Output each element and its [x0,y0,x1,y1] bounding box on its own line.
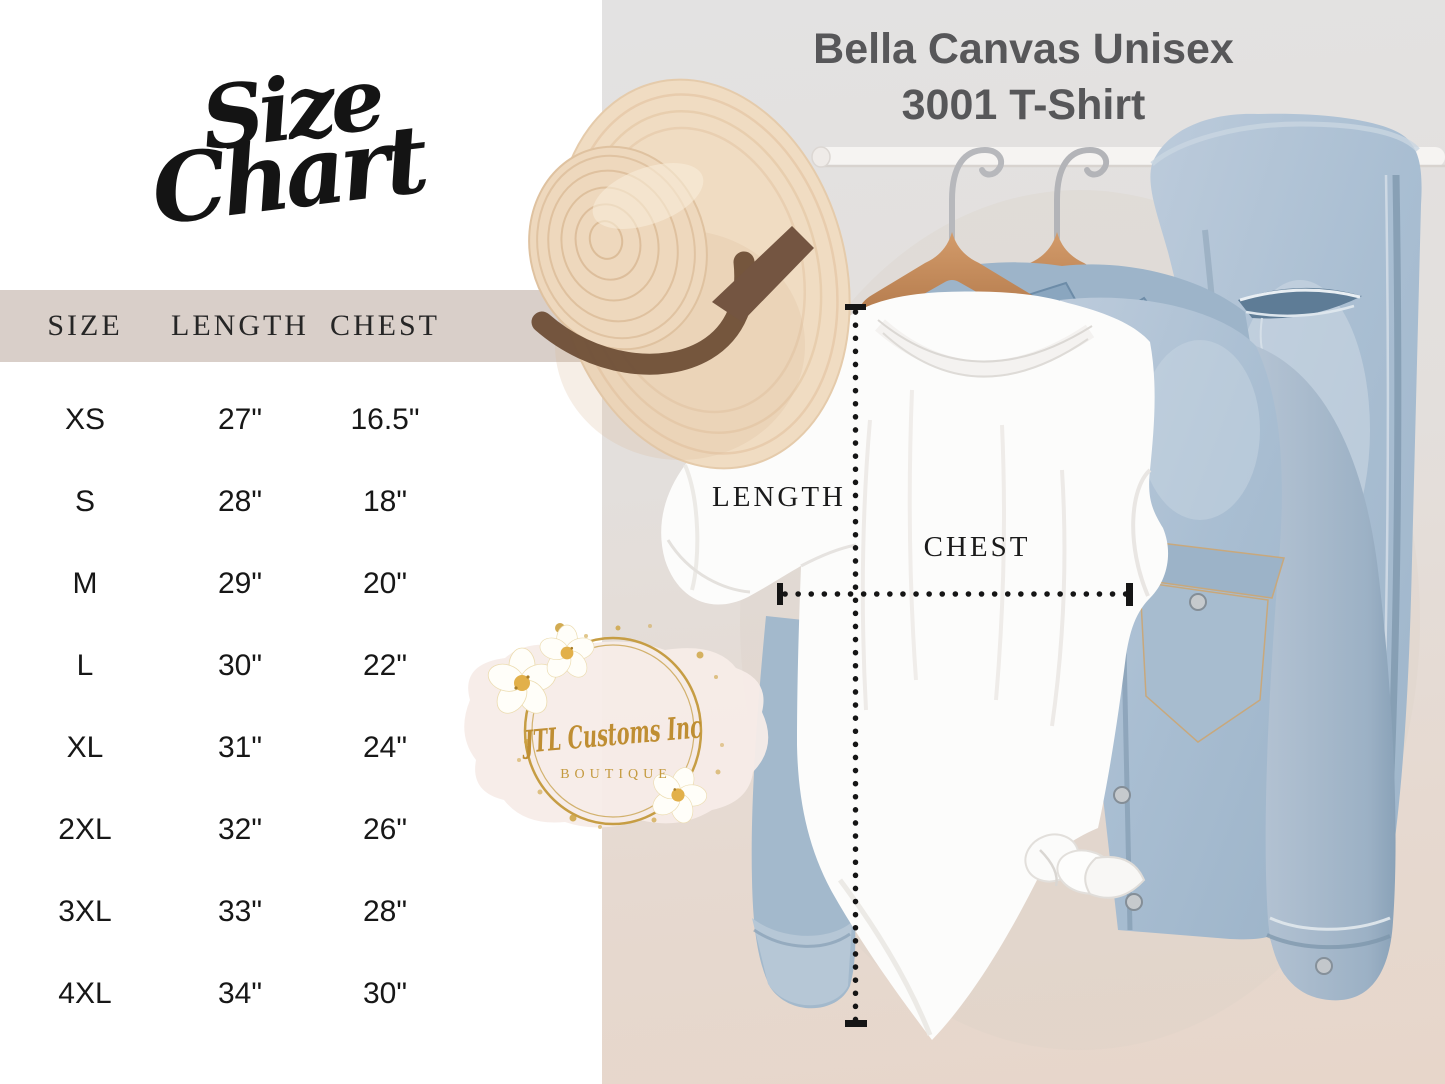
table-row: L 30" 22" [0,625,602,707]
table-row: S 28" 18" [0,461,602,543]
col-header-chest: CHEST [329,309,440,342]
t-shirt-knot [1024,833,1146,899]
product-title-line1: Bella Canvas Unisex [813,25,1234,73]
t-shirt [661,291,1169,1041]
cell-length: 28" [217,485,263,518]
cell-size: M [72,567,98,600]
length-line-bottom-cap [845,1020,867,1027]
cell-chest: 18" [362,485,408,518]
logo-ring-inner [531,644,695,818]
jacket-chest-pocket [1127,539,1285,743]
table-row: 3XL 33" 28" [0,871,602,953]
hat-band [531,226,814,375]
chest-label: CHEST [924,531,1031,563]
cell-chest: 30" [362,977,408,1010]
table-row: XL 31" 24" [0,707,602,789]
cell-size: L [76,649,94,682]
table-header-row: SIZE LENGTH CHEST [0,290,613,362]
measurement-lines: LENGTH CHEST [712,304,1133,1027]
length-line-top-cap [845,304,866,310]
length-label: LENGTH [712,481,846,513]
product-title-line2: 3001 T-Shirt [901,80,1146,129]
logo-boutique-text: BOUTIQUE [560,767,672,782]
boutique-logo: JTL Customs Inc BOUTIQUE [464,623,769,829]
cell-chest: 16.5" [350,403,420,436]
cell-size: 4XL [58,977,112,1010]
cell-length: 33" [217,895,263,928]
table-row: 2XL 32" 26" [0,789,602,871]
left-panel: Size Chart SIZE LENGTH CHEST XS 27" 16.5" S… [0,0,613,1084]
cell-length: 29" [217,567,263,600]
cell-chest: 24" [362,731,408,764]
product-title: Bella Canvas Unisex 3001 T-Shirt [602,22,1445,134]
chest-line-right-cap [1126,583,1133,606]
cell-size: XL [66,731,104,764]
table-row: XS 27" 16.5" [0,379,602,461]
cell-size: XS [64,403,106,436]
col-header-size: SIZE [47,309,123,342]
cell-chest: 26" [362,813,408,846]
table-row: 4XL 34" 30" [0,953,602,1035]
cell-length: 30" [217,649,263,682]
cell-chest: 28" [362,895,408,928]
straw-hat [528,78,851,470]
cell-chest: 20" [362,567,408,600]
logo-ring-outer [523,636,703,826]
cell-size: 2XL [58,813,112,846]
chest-line-left-cap [777,583,783,605]
table-row: M 29" 20" [0,543,602,625]
cell-chest: 22" [362,649,408,682]
cell-length: 31" [217,731,263,764]
cell-size: S [74,485,95,518]
cell-length: 34" [217,977,263,1010]
size-table: XS 27" 16.5" S 28" 18" M 29" 20" L 30" 22" XL 31" 24" 2… [0,379,602,1035]
col-header-length: LENGTH [171,309,309,342]
cell-size: 3XL [58,895,112,928]
cell-length: 32" [217,813,263,846]
flower-icon [487,624,708,824]
cell-length: 27" [217,403,263,436]
